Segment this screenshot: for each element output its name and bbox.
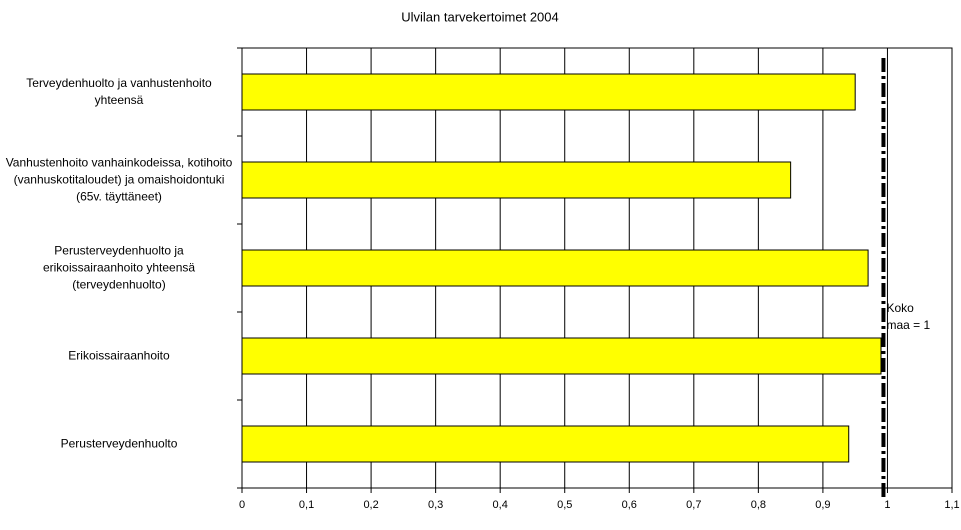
- bar: [241, 337, 882, 375]
- chart-title: Ulvilan tarvekertoimet 2004: [401, 9, 559, 24]
- reference-label: Koko maa = 1: [886, 301, 931, 332]
- x-tick-label: 0,2: [363, 499, 378, 511]
- x-tick-label: 0,9: [815, 499, 830, 511]
- y-tick-label: Terveydenhuolto ja vanhustenhoito yhteen…: [26, 76, 212, 107]
- x-tick-label: 0,5: [557, 499, 572, 511]
- x-tick-label: 0,6: [622, 499, 637, 511]
- x-tick-label: 0,3: [428, 499, 443, 511]
- y-tick-label: Perusterveydenhuolto ja erikoissairaanho…: [42, 243, 196, 292]
- y-tick-label: Vanhustenhoito vanhainkodeissa, kotihoit…: [5, 155, 233, 204]
- bar: [241, 73, 856, 111]
- bar: [241, 425, 850, 463]
- x-tick-label: 0,8: [751, 499, 766, 511]
- x-tick-label: 1: [884, 499, 890, 511]
- bar: [241, 161, 792, 199]
- x-tick-label: 0,4: [493, 499, 508, 511]
- y-tick-label: Erikoissairaanhoito: [68, 348, 170, 363]
- x-tick-label: 0,7: [686, 499, 701, 511]
- y-tick-label: Perusterveydenhuolto: [60, 436, 178, 451]
- bar: [241, 249, 869, 287]
- x-tick-label: 0,1: [299, 499, 314, 511]
- x-tick-label: 1,1: [944, 499, 959, 511]
- x-tick-label: 0: [239, 499, 245, 511]
